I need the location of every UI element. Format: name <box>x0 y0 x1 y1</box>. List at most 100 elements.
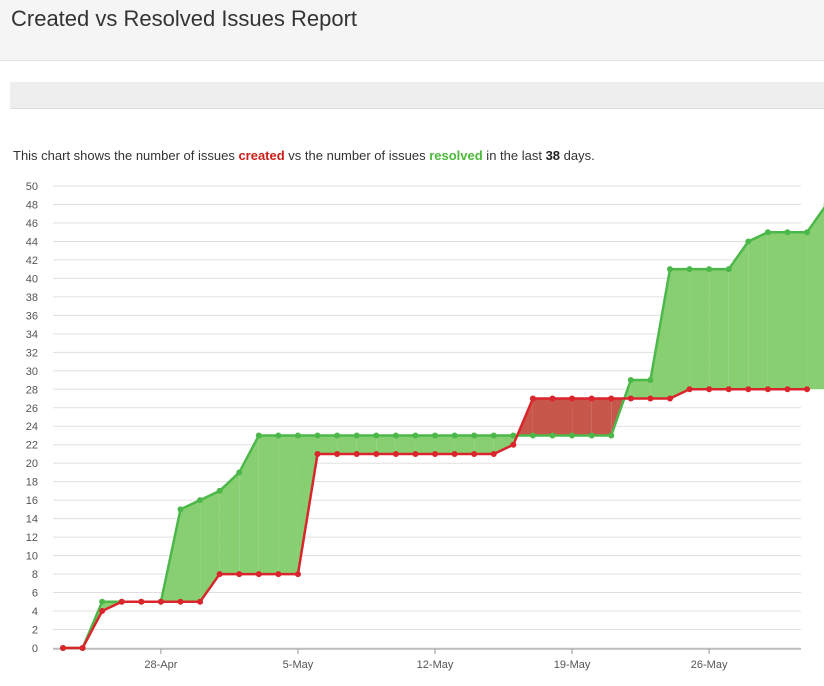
resolved-line <box>63 206 824 650</box>
area-fill <box>748 232 768 390</box>
resolved-point <box>627 377 634 384</box>
area-fill <box>258 435 279 575</box>
created-point <box>784 386 791 393</box>
area-fill <box>669 269 690 399</box>
created-point <box>764 386 771 393</box>
y-tick-label: 36 <box>26 310 38 322</box>
created-point <box>412 450 419 457</box>
x-tick-label: 5-May <box>283 659 314 671</box>
created-point <box>197 598 204 605</box>
resolved-point <box>608 432 615 439</box>
resolved-point <box>294 432 301 439</box>
desc-prefix: This chart shows the number of issues <box>13 148 239 163</box>
y-tick-label: 16 <box>26 495 38 507</box>
created-point <box>451 450 458 457</box>
resolved-point <box>510 432 517 439</box>
created-point <box>236 571 243 578</box>
y-tick-label: 34 <box>26 329 38 341</box>
created-point <box>432 450 439 457</box>
page-title: Created vs Resolved Issues Report <box>11 6 358 31</box>
resolved-point <box>804 229 811 236</box>
created-point <box>216 571 223 578</box>
y-tick-label: 10 <box>26 551 38 563</box>
created-vs-resolved-chart: 0246810121416182022242628303234363840424… <box>26 181 824 671</box>
desc-resolved-word: resolved <box>429 148 483 163</box>
created-point <box>745 386 752 393</box>
area-fill <box>493 435 514 454</box>
resolved-point <box>334 432 341 439</box>
resolved-point <box>236 469 243 476</box>
created-point <box>549 395 556 402</box>
chart-description: This chart shows the number of issues cr… <box>13 148 595 163</box>
resolved-point <box>569 432 576 439</box>
y-tick-label: 42 <box>26 255 38 267</box>
area-fill <box>239 435 259 575</box>
area-fill <box>200 490 220 602</box>
desc-middle: vs the number of issues <box>284 148 430 163</box>
resolved-point <box>197 497 204 504</box>
y-tick-label: 24 <box>26 421 38 433</box>
created-point <box>627 395 634 402</box>
page-header: Created vs Resolved Issues Report <box>0 0 824 61</box>
created-point <box>177 598 184 605</box>
y-tick-label: 46 <box>26 218 38 230</box>
created-point <box>471 450 478 457</box>
resolved-point <box>412 432 419 439</box>
area-fill <box>689 269 710 390</box>
area-fill <box>807 208 824 390</box>
resolved-point <box>432 432 439 439</box>
created-point <box>804 386 811 393</box>
y-tick-label: 8 <box>32 569 38 581</box>
resolved-point <box>745 238 752 245</box>
area-fill <box>767 232 788 390</box>
created-point <box>666 395 673 402</box>
created-point <box>255 571 262 578</box>
resolved-point <box>725 266 732 273</box>
y-tick-label: 32 <box>26 347 38 359</box>
report-toolbar <box>10 82 824 109</box>
x-tick-label: 12-May <box>417 659 454 671</box>
resolved-point <box>314 432 321 439</box>
created-point <box>608 395 615 402</box>
y-tick-label: 48 <box>26 199 38 211</box>
created-point <box>686 386 693 393</box>
area-fill <box>356 435 377 454</box>
resolved-point <box>392 432 399 439</box>
y-tick-label: 22 <box>26 440 38 452</box>
y-tick-label: 0 <box>32 643 38 655</box>
y-tick-label: 28 <box>26 384 38 396</box>
area-fill <box>395 435 416 454</box>
area-fill <box>572 398 592 436</box>
desc-suffix: days. <box>560 148 595 163</box>
resolved-point <box>706 266 713 273</box>
desc-days: 38 <box>545 148 561 163</box>
resolved-point <box>99 598 106 605</box>
created-point <box>647 395 654 402</box>
y-tick-label: 38 <box>26 292 38 304</box>
resolved-point <box>255 432 262 439</box>
area-fill <box>728 241 749 390</box>
y-tick-label: 20 <box>26 458 38 470</box>
area-fill <box>532 398 553 436</box>
area-fill <box>630 380 651 399</box>
created-point <box>138 598 145 605</box>
area-fill <box>474 435 494 454</box>
created-point <box>294 571 301 578</box>
y-tick-label: 6 <box>32 588 38 600</box>
resolved-point <box>529 432 536 439</box>
desc-created-word: created <box>238 148 285 163</box>
resolved-point <box>764 229 771 236</box>
resolved-point <box>353 432 360 439</box>
created-point <box>157 598 164 605</box>
area-fill <box>415 435 436 454</box>
area-fill <box>435 435 455 454</box>
area-fill <box>787 232 808 390</box>
x-tick-label: 26-May <box>691 659 728 671</box>
desc-suffix-before-days: in the last <box>482 148 546 163</box>
created-point <box>529 395 536 402</box>
area-fill <box>278 435 298 575</box>
created-point <box>118 598 125 605</box>
resolved-point <box>451 432 458 439</box>
resolved-point <box>471 432 478 439</box>
y-tick-label: 2 <box>32 625 38 637</box>
